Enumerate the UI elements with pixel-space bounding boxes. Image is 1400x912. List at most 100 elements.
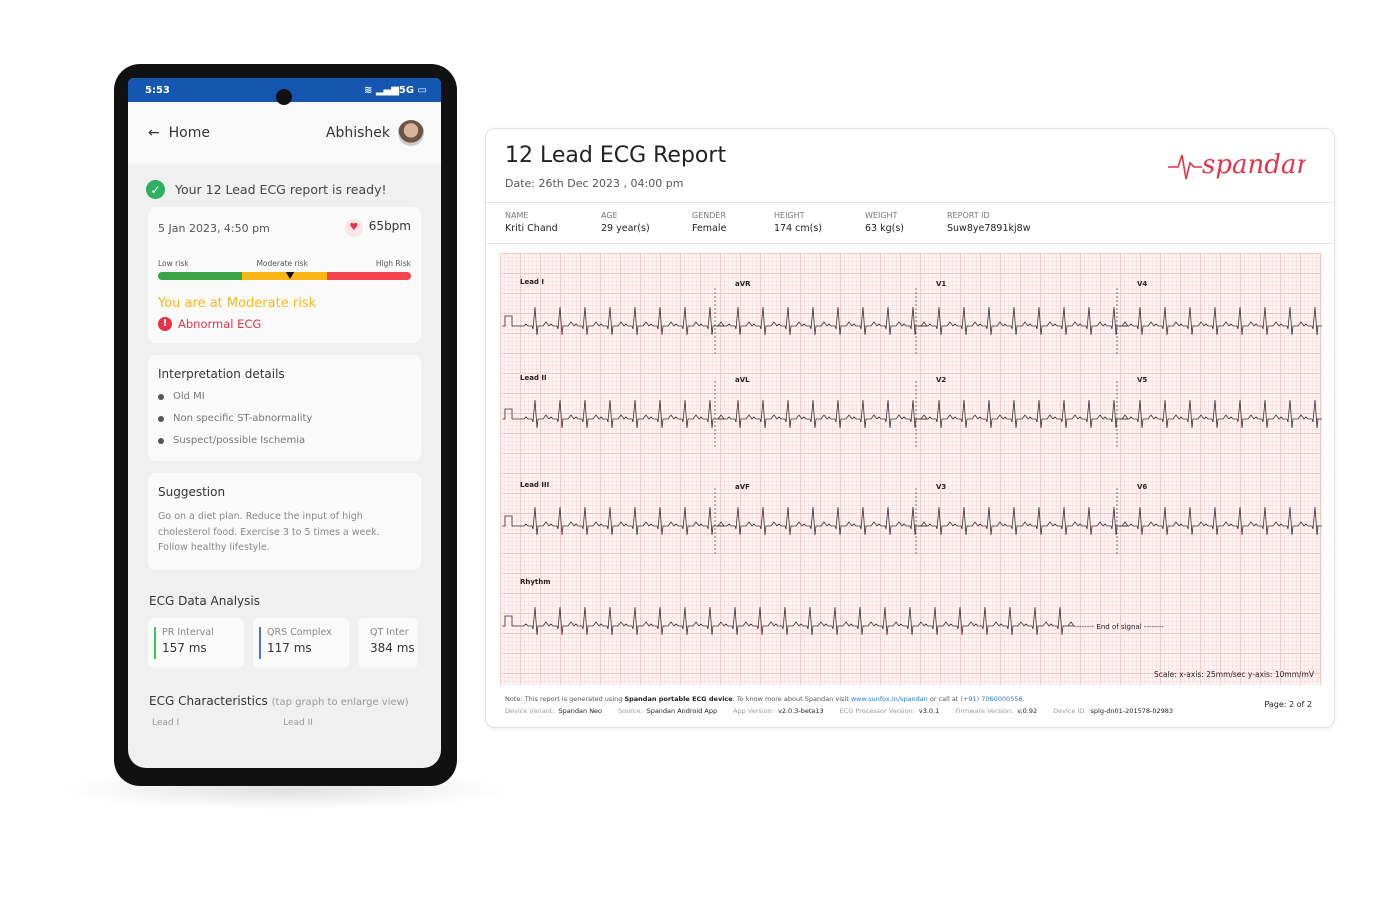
lead-label: aVF bbox=[735, 483, 750, 491]
suggestion-title: Suggestion bbox=[158, 485, 226, 499]
report-note: Note: This report is generated using Spa… bbox=[505, 695, 1025, 703]
list-item: Non specific ST-abnormality bbox=[158, 413, 411, 424]
lead-trace bbox=[717, 306, 928, 336]
lead-trace bbox=[717, 506, 928, 536]
lead-trace bbox=[502, 306, 725, 336]
lead-trace bbox=[918, 506, 1129, 536]
avatar bbox=[398, 120, 424, 146]
wifi-icon: ≋ bbox=[363, 84, 373, 96]
spandan-link[interactable]: www.sunfox.in/spandan bbox=[850, 695, 928, 703]
patient-field: NAME Kriti Chand bbox=[505, 211, 558, 234]
meta-item: Device ID: splg-dn01-201578-02983 bbox=[1053, 707, 1174, 715]
patient-field: AGE 29 year(s) bbox=[601, 211, 650, 234]
phone-link[interactable]: (+91) 7060000556 bbox=[960, 695, 1023, 703]
phone-screen: 5:53 ≋ ▂▄▆5G ▭ ← Home Abhishek ✓ Your 12 … bbox=[128, 78, 441, 768]
rhythm-trace bbox=[502, 606, 1075, 636]
risk-label-moderate: Moderate risk bbox=[256, 259, 308, 268]
analysis-tiles[interactable]: PR Interval 157 ms QRS Complex 117 ms QT I… bbox=[128, 617, 441, 668]
meta-item: App Version: v2.0.3-beta13 bbox=[733, 707, 824, 715]
characteristics-hint: (tap graph to enlarge view) bbox=[271, 696, 409, 708]
ecg-grid: Lead I aVR V1 V4 Lead II aVL V2 V5 Lead III aVF V3… bbox=[500, 253, 1322, 685]
lead-graph-2[interactable]: Lead II bbox=[283, 717, 313, 728]
status-time: 5:53 bbox=[145, 84, 170, 96]
list-item: Old MI bbox=[158, 391, 411, 402]
status-icons: ≋ ▂▄▆5G ▭ bbox=[364, 85, 427, 96]
user-profile[interactable]: Abhishek bbox=[326, 120, 424, 146]
risk-marker bbox=[283, 272, 296, 279]
end-of-signal: -------- End of signal -------- bbox=[1074, 623, 1165, 631]
lead-trace bbox=[1119, 399, 1322, 429]
tile-qt-interval: QT Inter 384 ms bbox=[358, 617, 418, 668]
lead-label: V1 bbox=[936, 280, 946, 288]
lead-label: V2 bbox=[936, 376, 946, 384]
battery-icon: ▭ bbox=[417, 84, 427, 96]
back-button[interactable]: ← Home bbox=[148, 125, 210, 141]
ecg-report: 12 Lead ECG Report Date: 26th Dec 2023 ,… bbox=[485, 128, 1335, 728]
phone-mockup: 5:53 ≋ ▂▄▆5G ▭ ← Home Abhishek ✓ Your 12 … bbox=[114, 64, 457, 786]
risk-text: You are at Moderate risk bbox=[158, 296, 317, 311]
report-title: 12 Lead ECG Report bbox=[505, 143, 727, 168]
lead-trace bbox=[502, 399, 725, 429]
patient-field: REPORT ID Suw8ye7891kj8w bbox=[947, 211, 1031, 234]
suggestion-text: Go on a diet plan. Reduce the input of h… bbox=[158, 511, 380, 553]
risk-meter bbox=[158, 272, 411, 280]
ecg-status: ! Abnormal ECG bbox=[158, 317, 411, 331]
tile-pr-interval: PR Interval 157 ms bbox=[148, 617, 244, 668]
meta-item: Device Variant: Spandan Neo bbox=[505, 707, 603, 715]
patient-field: HEIGHT 174 cm(s) bbox=[774, 211, 822, 234]
meta-item: Source: Spandan Android App bbox=[618, 707, 718, 715]
alert-icon: ! bbox=[158, 317, 172, 331]
signal-icon: ▂▄▆ bbox=[375, 84, 399, 96]
risk-label-high: High Risk bbox=[375, 259, 411, 268]
interpretation-card: Interpretation details Old MI Non specif… bbox=[148, 355, 421, 461]
patient-field: WEIGHT 63 kg(s) bbox=[865, 211, 905, 234]
lead-trace bbox=[1119, 306, 1322, 336]
lead-trace bbox=[717, 399, 928, 429]
heart-icon: ♥ bbox=[344, 219, 363, 237]
list-item: Suspect/possible Ischemia bbox=[158, 435, 411, 446]
check-circle-icon: ✓ bbox=[146, 180, 165, 199]
report-datetime: 5 Jan 2023, 4:50 pm bbox=[158, 221, 270, 235]
summary-card[interactable]: 5 Jan 2023, 4:50 pm ♥ 65bpm Low risk Modera… bbox=[148, 207, 421, 343]
network-type: 5G bbox=[398, 84, 415, 96]
interpretation-title: Interpretation details bbox=[158, 367, 285, 381]
lead-graph-1[interactable]: Lead I bbox=[152, 717, 180, 728]
lead-trace bbox=[918, 399, 1129, 429]
lead-label: V6 bbox=[1137, 483, 1147, 491]
patient-info: NAME Kriti Chand AGE 29 year(s) GENDER Female… bbox=[486, 202, 1334, 244]
lead-label: Lead I bbox=[520, 278, 544, 286]
characteristics-heading: ECG Characteristics (tap graph to enlarg… bbox=[149, 693, 409, 708]
lead-label: aVL bbox=[735, 376, 750, 384]
lead-trace bbox=[1119, 506, 1322, 536]
lead-label: V3 bbox=[936, 483, 946, 491]
ecg-traces: Lead I aVR V1 V4 Lead II aVL V2 V5 Lead III aVF V3… bbox=[502, 278, 1322, 636]
risk-label-low: Low risk bbox=[158, 259, 189, 268]
lead-label: V5 bbox=[1137, 376, 1147, 384]
app-bar: ← Home Abhishek bbox=[128, 102, 441, 164]
back-label: Home bbox=[168, 125, 210, 141]
lead-label: V4 bbox=[1137, 280, 1147, 288]
lead-tabs: Lead I Lead II bbox=[128, 718, 441, 728]
heart-rate: 65bpm bbox=[368, 219, 411, 233]
spandan-logo: spandan bbox=[1168, 150, 1306, 180]
ready-message: Your 12 Lead ECG report is ready! bbox=[175, 182, 387, 197]
report-date: Date: 26th Dec 2023 , 04:00 pm bbox=[505, 177, 684, 190]
lead-label: Lead II bbox=[520, 374, 547, 382]
meta-item: Firmware Version: v.0.92 bbox=[955, 707, 1038, 715]
scale-text: Scale: x-axis: 25mm/sec y-axis: 10mm/mV bbox=[1154, 670, 1314, 679]
rhythm-label: Rhythm bbox=[520, 578, 551, 586]
patient-field: GENDER Female bbox=[692, 211, 727, 234]
ecg-status-text: Abnormal ECG bbox=[178, 317, 262, 331]
lead-label: aVR bbox=[735, 280, 751, 288]
ready-banner: ✓ Your 12 Lead ECG report is ready! bbox=[128, 164, 441, 207]
lead-label: Lead III bbox=[520, 481, 549, 489]
device-meta: Device Variant: Spandan Neo Source: Spandan… bbox=[505, 707, 1173, 715]
meta-item: ECG Processor Version: v3.0.1 bbox=[839, 707, 940, 715]
user-name: Abhishek bbox=[325, 125, 390, 141]
svg-text:spandan: spandan bbox=[1202, 150, 1306, 180]
lead-trace bbox=[502, 506, 725, 536]
suggestion-card: Suggestion Go on a diet plan. Reduce the… bbox=[148, 473, 421, 570]
camera-hole bbox=[276, 89, 292, 105]
page-number: Page: 2 of 2 bbox=[1264, 700, 1312, 709]
arrow-left-icon: ← bbox=[148, 125, 160, 141]
